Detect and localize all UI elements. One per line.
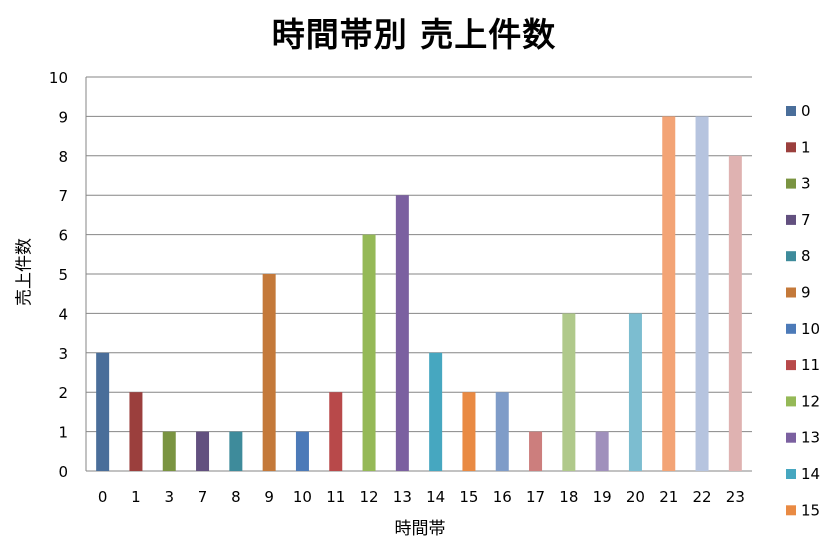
x-tick-label: 18 <box>559 488 578 506</box>
x-tick-label: 15 <box>459 488 478 506</box>
legend-label: 13 <box>801 429 820 447</box>
legend-swatch <box>786 287 796 298</box>
bar <box>662 116 676 472</box>
y-tick-label: 4 <box>58 305 68 323</box>
x-tick-label: 3 <box>164 488 174 506</box>
y-tick-label: 2 <box>58 384 68 402</box>
bar <box>129 392 143 471</box>
bar <box>429 352 443 471</box>
bar <box>628 313 642 471</box>
x-tick-label: 20 <box>626 488 645 506</box>
bar <box>395 195 409 471</box>
y-tick-label: 8 <box>58 148 68 166</box>
y-tick-label: 0 <box>58 463 68 481</box>
x-tick-label: 14 <box>426 488 445 506</box>
bar <box>196 431 210 471</box>
legend-label: 11 <box>801 356 820 374</box>
y-tick-label: 1 <box>58 424 68 442</box>
legend-swatch <box>786 360 796 371</box>
x-tick-label: 22 <box>693 488 712 506</box>
bar <box>562 313 576 471</box>
legend-swatch <box>786 251 796 262</box>
x-tick-label: 10 <box>293 488 312 506</box>
bar <box>262 274 276 471</box>
legend-label: 9 <box>801 284 811 302</box>
bar <box>96 352 110 471</box>
x-tick-label: 17 <box>526 488 545 506</box>
bar <box>728 155 742 472</box>
x-tick-label: 0 <box>98 488 108 506</box>
x-axis-title: 時間帯 <box>394 519 446 539</box>
y-tick-label: 3 <box>58 345 68 363</box>
legend-swatch <box>786 323 796 334</box>
x-tick-label: 19 <box>593 488 612 506</box>
x-tick-label: 8 <box>231 488 241 506</box>
y-tick-label: 5 <box>58 266 68 284</box>
x-tick-label: 11 <box>326 488 345 506</box>
bar <box>595 431 609 471</box>
bar <box>162 431 176 471</box>
bar <box>495 392 509 471</box>
legend-swatch <box>786 214 796 225</box>
legend-swatch <box>786 432 796 443</box>
legend-label: 0 <box>801 102 811 120</box>
x-tick-label: 9 <box>264 488 274 506</box>
y-tick-label: 9 <box>58 108 68 126</box>
legend-swatch <box>786 142 796 153</box>
bar <box>362 234 376 471</box>
bar <box>229 431 243 471</box>
legend-label: 14 <box>801 465 820 483</box>
legend-swatch <box>786 505 796 516</box>
x-tick-label: 12 <box>360 488 379 506</box>
x-tick-label: 1 <box>131 488 141 506</box>
bar <box>529 431 543 471</box>
y-tick-label: 6 <box>58 227 68 245</box>
bar <box>295 431 309 471</box>
x-tick-label: 23 <box>726 488 745 506</box>
legend-label: 8 <box>801 247 811 265</box>
bar <box>462 392 476 471</box>
bar <box>695 116 709 472</box>
legend-label: 7 <box>801 211 811 229</box>
chart-title: 時間帯別 売上件数 <box>271 15 557 54</box>
legend-label: 12 <box>801 392 820 410</box>
legend-swatch <box>786 469 796 479</box>
x-tick-label: 16 <box>493 488 512 506</box>
legend-swatch <box>786 178 796 189</box>
x-tick-label: 7 <box>198 488 208 506</box>
legend-label: 10 <box>801 320 820 338</box>
y-tick-label: 10 <box>49 69 68 87</box>
y-tick-label: 7 <box>58 187 68 205</box>
legend-swatch <box>786 396 796 407</box>
y-axis-title: 売上件数 <box>14 238 35 306</box>
legend-swatch <box>786 106 796 116</box>
legend-label: 3 <box>801 175 811 193</box>
legend-label: 1 <box>801 138 811 156</box>
legend-label: 15 <box>801 501 820 519</box>
x-tick-label: 21 <box>659 488 678 506</box>
x-tick-label: 13 <box>393 488 412 506</box>
bar <box>329 392 343 471</box>
